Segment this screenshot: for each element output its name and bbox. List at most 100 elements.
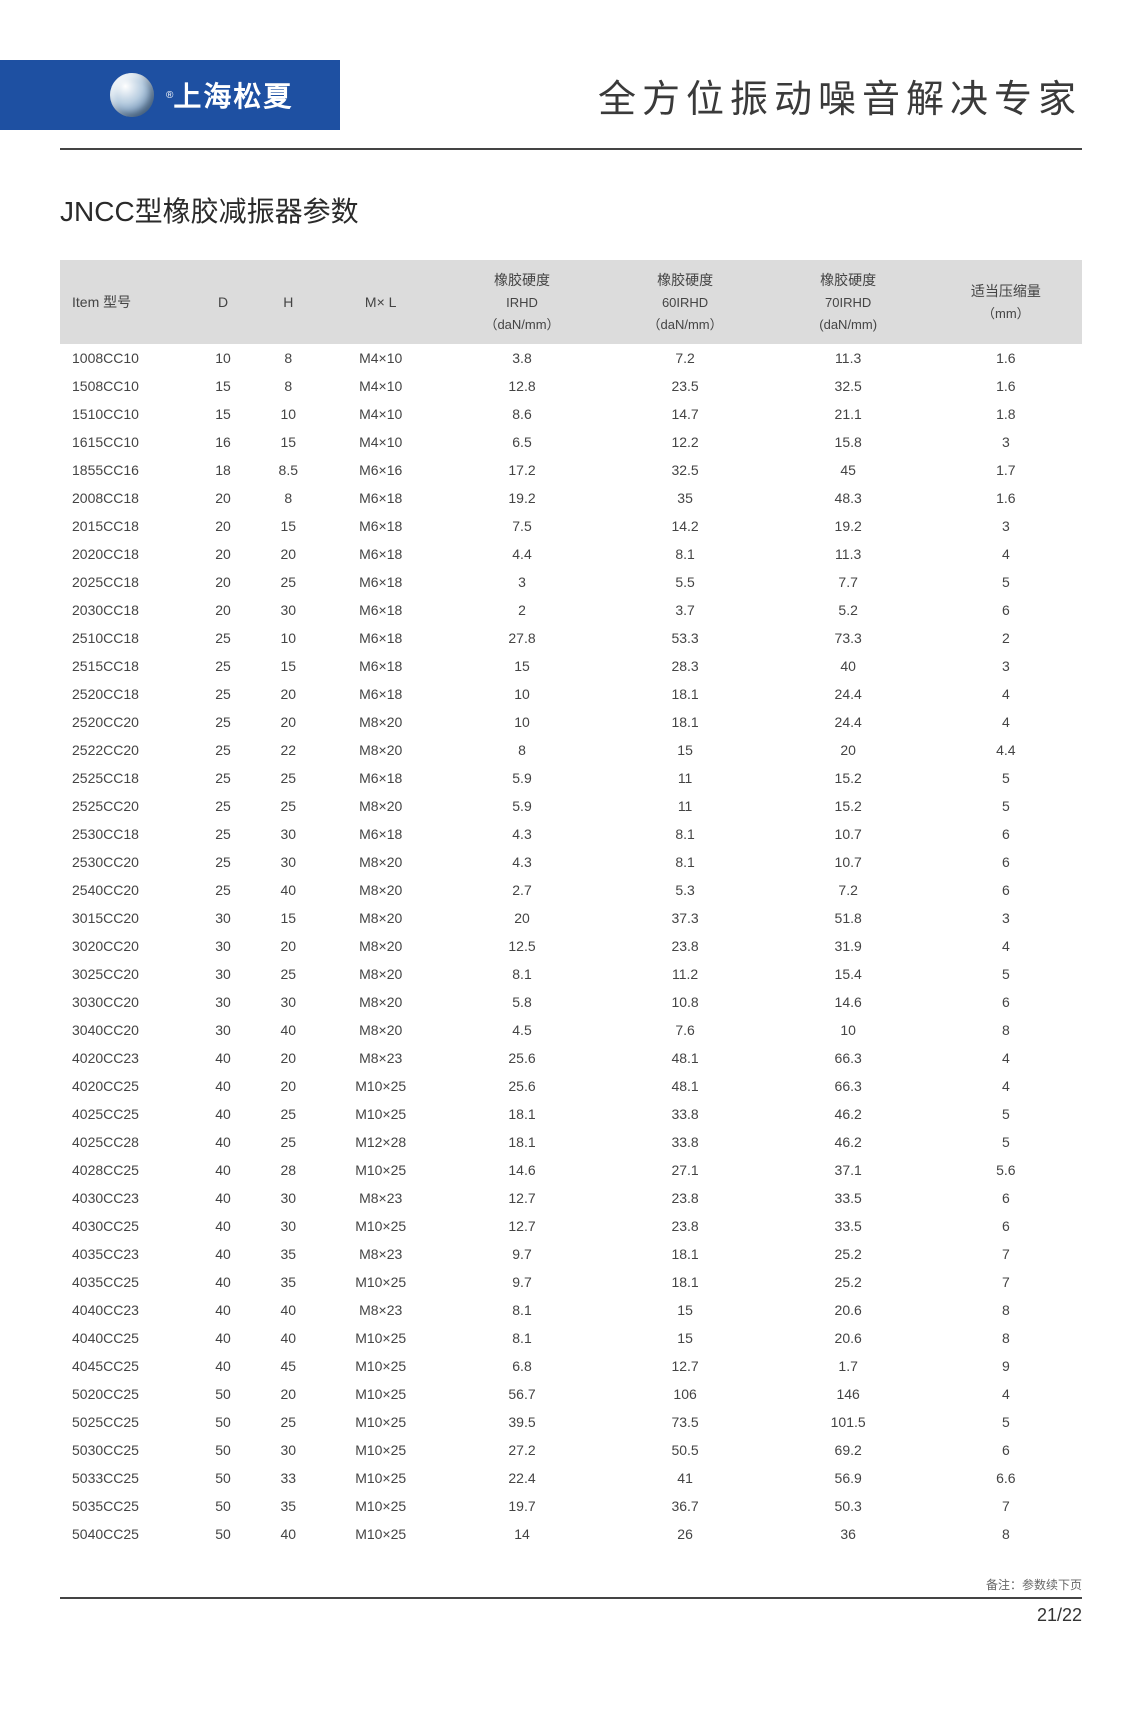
table-cell: 2515CC18 [60, 652, 190, 680]
table-cell: 30 [256, 1436, 321, 1464]
table-cell: 14.7 [604, 400, 767, 428]
table-cell: M10×25 [321, 1352, 441, 1380]
table-row: 4025CC254025M10×2518.133.846.25 [60, 1100, 1082, 1128]
table-cell: 33.5 [767, 1212, 930, 1240]
table-row: 3040CC203040M8×204.57.6108 [60, 1016, 1082, 1044]
table-cell: M6×18 [321, 484, 441, 512]
table-cell: 50 [190, 1464, 255, 1492]
table-cell: 6 [930, 820, 1082, 848]
page-title: JNCC型橡胶减振器参数 [60, 190, 1082, 230]
table-cell: 5.8 [440, 988, 603, 1016]
table-cell: 25 [256, 1128, 321, 1156]
table-cell: M6×18 [321, 820, 441, 848]
table-cell: 30 [256, 1184, 321, 1212]
table-cell: 4035CC23 [60, 1240, 190, 1268]
table-cell: 15 [256, 512, 321, 540]
table-cell: 40 [190, 1100, 255, 1128]
table-cell: 6 [930, 596, 1082, 624]
table-cell: 40 [190, 1352, 255, 1380]
table-cell: 3015CC20 [60, 904, 190, 932]
table-cell: 40 [256, 1324, 321, 1352]
table-cell: 4.4 [930, 736, 1082, 764]
table-cell: 8 [930, 1016, 1082, 1044]
table-cell: 40 [256, 1296, 321, 1324]
table-cell: 7.7 [767, 568, 930, 596]
table-cell: 50 [190, 1380, 255, 1408]
table-cell: 50.3 [767, 1492, 930, 1520]
table-cell: 37.1 [767, 1156, 930, 1184]
table-cell: 2510CC18 [60, 624, 190, 652]
table-cell: 22.4 [440, 1464, 603, 1492]
table-cell: M8×20 [321, 904, 441, 932]
table-cell: 19.2 [767, 512, 930, 540]
table-cell: M6×16 [321, 456, 441, 484]
table-row: 1855CC16188.5M6×1617.232.5451.7 [60, 456, 1082, 484]
table-cell: M6×18 [321, 568, 441, 596]
table-cell: 40 [767, 652, 930, 680]
table-cell: 16 [190, 428, 255, 456]
table-cell: 4 [930, 680, 1082, 708]
table-cell: M6×18 [321, 764, 441, 792]
table-row: 3025CC203025M8×208.111.215.45 [60, 960, 1082, 988]
table-row: 1508CC10158M4×1012.823.532.51.6 [60, 372, 1082, 400]
table-cell: 20 [256, 1044, 321, 1072]
table-cell: 3025CC20 [60, 960, 190, 988]
table-cell: 3.8 [440, 344, 603, 372]
table-row: 1615CC101615M4×106.512.215.83 [60, 428, 1082, 456]
table-cell: 50.5 [604, 1436, 767, 1464]
table-cell: 18.1 [440, 1128, 603, 1156]
table-row: 4030CC254030M10×2512.723.833.56 [60, 1212, 1082, 1240]
table-cell: 40 [256, 1520, 321, 1548]
table-cell: 2525CC18 [60, 764, 190, 792]
table-cell: 35 [256, 1268, 321, 1296]
table-cell: 15 [256, 652, 321, 680]
table-cell: 1.6 [930, 344, 1082, 372]
table-row: 3030CC203030M8×205.810.814.66 [60, 988, 1082, 1016]
table-cell: 5033CC25 [60, 1464, 190, 1492]
table-cell: 15.4 [767, 960, 930, 988]
table-row: 4045CC254045M10×256.812.71.79 [60, 1352, 1082, 1380]
table-cell: 1.7 [930, 456, 1082, 484]
table-cell: 5040CC25 [60, 1520, 190, 1548]
table-cell: 15.2 [767, 792, 930, 820]
table-cell: M4×10 [321, 400, 441, 428]
table-head: Item 型号 D H M× L 橡胶硬度 IRHD （daN/mm） 橡胶硬度… [60, 260, 1082, 344]
table-cell: 20 [256, 540, 321, 568]
table-cell: 3040CC20 [60, 1016, 190, 1044]
table-cell: 20 [190, 484, 255, 512]
table-cell: 40 [190, 1212, 255, 1240]
table-cell: 5.9 [440, 764, 603, 792]
table-cell: 5 [930, 1100, 1082, 1128]
table-cell: 20 [256, 932, 321, 960]
table-cell: 8.1 [440, 1296, 603, 1324]
table-cell: M10×25 [321, 1464, 441, 1492]
table-row: 4020CC254020M10×2525.648.166.34 [60, 1072, 1082, 1100]
table-cell: 53.3 [604, 624, 767, 652]
table-cell: 17.2 [440, 456, 603, 484]
table-cell: 146 [767, 1380, 930, 1408]
table-cell: 20 [256, 1380, 321, 1408]
table-row: 4040CC254040M10×258.11520.68 [60, 1324, 1082, 1352]
table-cell: 25 [190, 624, 255, 652]
table-cell: 20 [190, 568, 255, 596]
table-cell: M8×20 [321, 736, 441, 764]
table-cell: 7 [930, 1492, 1082, 1520]
table-cell: 20 [190, 512, 255, 540]
table-cell: 12.8 [440, 372, 603, 400]
table-cell: M6×18 [321, 540, 441, 568]
table-cell: 101.5 [767, 1408, 930, 1436]
table-cell: 6.8 [440, 1352, 603, 1380]
table-cell: 30 [190, 1016, 255, 1044]
table-cell: 33 [256, 1464, 321, 1492]
table-cell: M10×25 [321, 1212, 441, 1240]
table-row: 4035CC254035M10×259.718.125.27 [60, 1268, 1082, 1296]
table-cell: M10×25 [321, 1408, 441, 1436]
table-cell: 10.7 [767, 820, 930, 848]
table-cell: 18.1 [604, 1268, 767, 1296]
table-cell: 1508CC10 [60, 372, 190, 400]
table-cell: 15.2 [767, 764, 930, 792]
table-row: 4025CC284025M12×2818.133.846.25 [60, 1128, 1082, 1156]
table-cell: 15 [190, 372, 255, 400]
table-cell: 28 [256, 1156, 321, 1184]
table-row: 5035CC255035M10×2519.736.750.37 [60, 1492, 1082, 1520]
